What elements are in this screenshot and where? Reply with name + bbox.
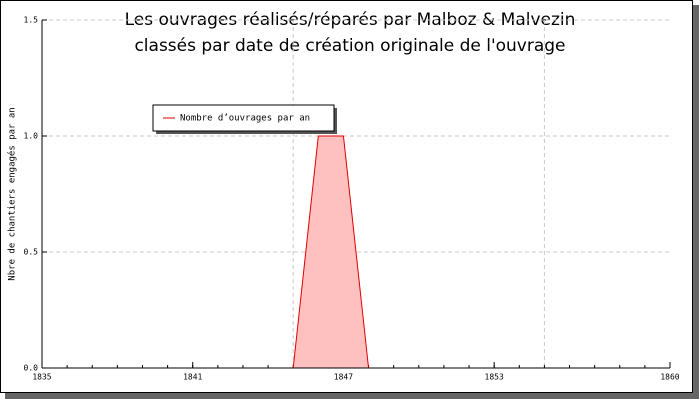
x-tick-label: 1841 bbox=[183, 373, 202, 382]
y-tick-label: 0.0 bbox=[24, 364, 39, 373]
x-tick-label: 1853 bbox=[485, 373, 504, 382]
area-line bbox=[292, 135, 370, 369]
y-tick-label: 0.5 bbox=[24, 248, 39, 257]
x-tick-label: 1860 bbox=[660, 373, 679, 382]
legend bbox=[152, 104, 335, 132]
legend-label: Nombre d’ouvrages par an bbox=[180, 114, 310, 124]
x-tick-label: 1835 bbox=[32, 373, 51, 382]
y-tick-label: 1.5 bbox=[24, 16, 39, 25]
chart-subtitle: classés par date de création originale d… bbox=[134, 36, 565, 56]
x-tick-label: 1847 bbox=[334, 373, 353, 382]
y-tick-label: 1.0 bbox=[24, 132, 39, 141]
y-axis-label: Nbre de chantiers engagés par an bbox=[7, 107, 18, 280]
